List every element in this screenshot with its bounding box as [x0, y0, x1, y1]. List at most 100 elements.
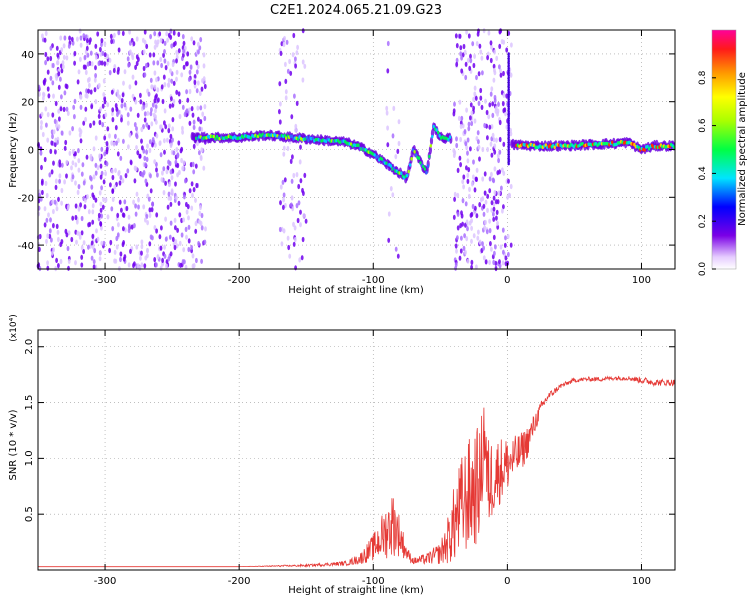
ridge-core — [637, 145, 640, 150]
noise-speckle — [61, 64, 65, 70]
noise-speckle — [126, 168, 130, 174]
ridge-core — [544, 143, 548, 147]
noise-speckle — [135, 145, 138, 151]
noise-speckle — [466, 137, 470, 143]
noise-speckle — [115, 140, 118, 146]
noise-speckle — [183, 111, 187, 117]
ridge-core — [647, 147, 651, 151]
noise-speckle — [73, 60, 76, 66]
noise-speckle — [98, 153, 102, 159]
noise-speckle — [149, 34, 153, 40]
noise-speckle — [488, 228, 492, 234]
noise-speckle — [486, 193, 490, 199]
noise-speckle — [72, 104, 76, 110]
noise-speckle — [174, 239, 178, 245]
noise-speckle — [508, 192, 511, 198]
noise-speckle — [82, 64, 86, 70]
noise-speckle — [290, 195, 294, 201]
noise-speckle — [125, 205, 129, 212]
noise-speckle — [167, 191, 171, 197]
noise-speckle — [55, 122, 58, 128]
noise-speckle — [167, 128, 171, 134]
noise-speckle — [73, 50, 77, 57]
streak-mark — [507, 104, 510, 109]
noise-speckle — [472, 233, 476, 239]
noise-speckle — [509, 131, 513, 137]
ridge-core — [422, 164, 425, 169]
noise-speckle — [126, 56, 130, 62]
noise-speckle — [458, 155, 462, 161]
noise-speckle — [149, 173, 152, 179]
noise-speckle — [456, 235, 459, 241]
noise-speckle — [463, 233, 466, 239]
noise-speckle — [501, 260, 505, 266]
noise-speckle — [59, 258, 63, 265]
noise-speckle — [140, 126, 144, 133]
noise-speckle — [464, 74, 468, 81]
noise-speckle — [286, 145, 290, 152]
noise-speckle — [297, 183, 301, 190]
noise-speckle — [94, 135, 98, 141]
noise-speckle — [79, 35, 83, 41]
noise-speckle — [100, 60, 104, 66]
noise-speckle — [454, 33, 458, 39]
noise-speckle — [303, 63, 307, 69]
ridge-core — [448, 135, 452, 139]
noise-speckle — [118, 94, 122, 101]
noise-speckle — [499, 68, 502, 74]
noise-speckle — [199, 105, 203, 111]
noise-speckle — [467, 167, 471, 173]
noise-speckle — [155, 133, 159, 139]
noise-speckle — [295, 203, 299, 209]
noise-speckle — [50, 140, 54, 146]
noise-speckle — [476, 130, 480, 136]
noise-speckle — [135, 60, 139, 67]
noise-speckle — [492, 259, 496, 265]
noise-speckle — [117, 29, 121, 36]
noise-speckle — [60, 200, 63, 206]
noise-speckle — [64, 83, 68, 89]
spectrogram-xlabel: Height of straight line (km) — [288, 285, 424, 296]
noise-speckle — [459, 136, 462, 143]
noise-speckle — [170, 43, 174, 49]
noise-speckle — [112, 141, 116, 147]
noise-speckle — [128, 84, 132, 90]
noise-speckle — [84, 69, 88, 76]
noise-speckle — [503, 107, 507, 113]
noise-speckle — [48, 172, 52, 178]
noise-speckle — [145, 122, 149, 128]
noise-speckle — [186, 51, 190, 57]
noise-speckle — [455, 248, 458, 254]
noise-speckle — [191, 192, 194, 199]
noise-speckle — [192, 263, 196, 269]
noise-speckle — [57, 236, 60, 243]
noise-speckle — [88, 82, 91, 88]
noise-speckle — [498, 169, 501, 175]
noise-speckle — [486, 135, 489, 141]
noise-speckle — [140, 262, 144, 268]
noise-speckle — [56, 60, 60, 66]
noise-speckle — [59, 76, 62, 82]
noise-speckle — [100, 185, 103, 191]
noise-speckle — [292, 32, 296, 39]
noise-speckle — [279, 101, 282, 107]
noise-speckle — [163, 244, 167, 250]
noise-speckle — [455, 43, 459, 49]
noise-speckle — [63, 179, 66, 185]
noise-speckle — [53, 141, 57, 148]
noise-speckle — [301, 77, 305, 83]
noise-speckle — [492, 234, 496, 240]
noise-speckle — [473, 91, 477, 97]
noise-speckle — [465, 29, 468, 35]
noise-speckle — [151, 142, 154, 148]
noise-speckle — [178, 99, 182, 105]
noise-speckle — [490, 152, 494, 158]
noise-speckle — [108, 247, 111, 254]
noise-speckle — [99, 221, 102, 227]
noise-speckle — [156, 87, 160, 93]
noise-speckle — [117, 171, 121, 177]
streak-mark — [507, 71, 510, 75]
noise-speckle — [459, 248, 463, 254]
noise-speckle — [70, 236, 74, 243]
noise-speckle — [452, 214, 456, 220]
